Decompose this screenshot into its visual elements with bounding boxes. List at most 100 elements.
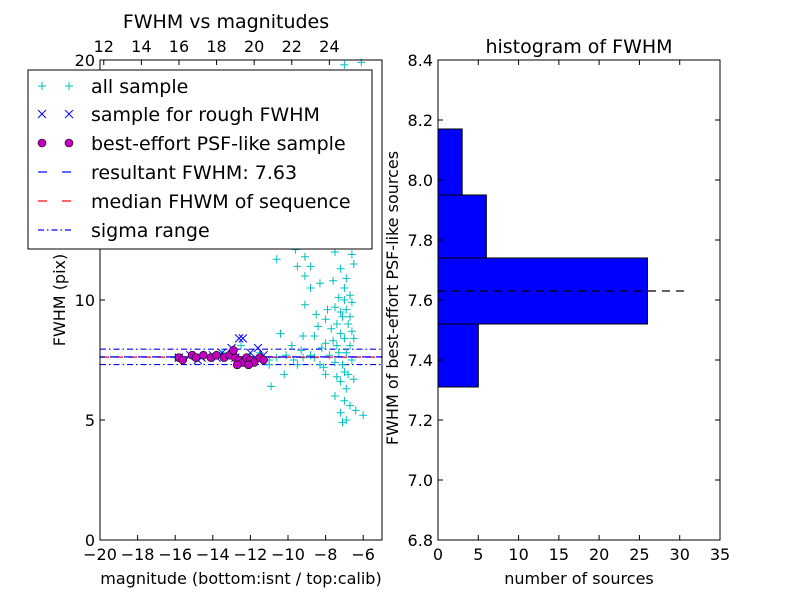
best-effort-point [232, 360, 242, 370]
x-tick-label: 5 [473, 545, 483, 564]
scatter-legend: all sample sample for rough FWHM best-ef… [27, 69, 373, 250]
all-sample-point [323, 305, 332, 314]
y-tick-label: 7.6 [408, 291, 433, 310]
histogram-bar [437, 323, 479, 388]
histogram-frame [437, 59, 721, 541]
all-sample-point [332, 320, 341, 328]
all-sample-point [334, 348, 343, 357]
best-effort-point [191, 353, 201, 362]
legend-label: all sample [91, 76, 188, 98]
y-tick-label: 7.2 [408, 411, 433, 430]
x-tick-label: 20 [589, 545, 609, 564]
all-sample-point [299, 332, 308, 340]
all-sample-point [331, 392, 339, 400]
scatter-title: FWHM vs magnitudes [123, 11, 329, 33]
all-sample-point [336, 308, 345, 316]
all-sample-point [327, 324, 336, 333]
all-sample-point [280, 370, 289, 379]
all-sample-point [276, 329, 285, 338]
histogram-ylabel: FWHM of best-effort PSF-like sources [383, 151, 402, 445]
all-sample-point [338, 418, 347, 427]
best-effort-point [199, 350, 208, 360]
histogram-panel: 0 5 10 15 20 25 30 35 6.8 7.0 7.2 7.4 7.6 7.8 8.0 8.2 8.… [383, 36, 730, 588]
all-sample-point [315, 360, 324, 369]
scatter-panel: −20 −18 −16 −14 −12 −10 −8 −6 12 14 16 18 20 22 24 0 5 10… [27, 11, 383, 588]
x-tick-label: −16 [158, 545, 192, 564]
y-tick-label: 7.8 [408, 231, 433, 250]
all-sample-point [336, 377, 345, 386]
all-sample-point [329, 336, 338, 345]
all-sample-point [344, 370, 353, 379]
legend-label: median FHWM of sequence [91, 191, 351, 213]
x-tick-label: 0 [433, 545, 443, 564]
all-sample-point [340, 284, 349, 292]
all-sample-point [306, 262, 315, 271]
all-sample-point [297, 346, 306, 355]
all-sample-point [336, 329, 345, 338]
all-sample-point [332, 341, 341, 350]
histogram-title: histogram of FWHM [485, 36, 672, 58]
all-sample-point [267, 382, 276, 391]
all-sample-point [346, 401, 355, 410]
y-tick-label: 7.0 [408, 471, 433, 490]
histogram-bar [437, 128, 463, 196]
all-sample-point [300, 272, 309, 280]
histogram-bar [437, 194, 487, 259]
x-tick-label: −10 [271, 545, 305, 564]
all-sample-point [306, 351, 315, 360]
all-sample-point [317, 344, 326, 352]
all-sample-point [282, 351, 291, 360]
all-sample-point [306, 284, 315, 292]
legend-label: sigma range [91, 220, 210, 242]
top-tick-label: 20 [244, 37, 264, 56]
all-sample-point [310, 332, 319, 340]
legend-entry-resultant: resultant FWHM: 7.63 [38, 162, 297, 184]
y-tick-label: 5 [85, 411, 95, 430]
histogram-xlabel: number of sources [504, 569, 654, 588]
all-sample-point [340, 60, 349, 69]
x-tick-label: 15 [549, 545, 569, 564]
all-sample-point [342, 348, 351, 357]
x-tick-label: −18 [121, 545, 155, 564]
top-tick-label: 16 [169, 37, 189, 56]
all-sample-point [340, 334, 349, 343]
all-sample-point [351, 406, 360, 415]
y-tick-label: 6.8 [408, 531, 433, 550]
all-sample-point [300, 300, 309, 309]
x-tick-label: −12 [234, 545, 268, 564]
all-sample-point [272, 255, 281, 264]
y-tick-label: 8.0 [408, 171, 433, 190]
x-tick-label: 30 [670, 545, 690, 564]
all-sample-point [340, 396, 349, 405]
legend-entry-median: median FHWM of sequence [38, 191, 351, 213]
x-tick-label: −20 [83, 545, 117, 564]
best-effort-point [229, 346, 238, 355]
all-sample-point [321, 370, 330, 379]
all-sample-point [338, 312, 347, 321]
legend-entry-rough-sample: sample for rough FWHM [37, 104, 320, 126]
all-sample-point [331, 303, 339, 312]
legend-label: sample for rough FWHM [91, 104, 320, 126]
best-effort-point [212, 350, 221, 360]
legend-entry-all-sample: all sample [38, 76, 188, 98]
all-sample-point [342, 305, 351, 314]
legend-circle-marker [37, 138, 47, 148]
all-sample-point [329, 276, 338, 285]
top-tick-label: 22 [282, 37, 302, 56]
best-effort-point [259, 355, 268, 365]
all-sample-point [344, 320, 353, 328]
y-tick-label: 8.4 [408, 51, 433, 70]
histogram-ticks: 0 5 10 15 20 25 30 35 6.8 7.0 7.2 7.4 7.6 7.8 8.0 8.2 8.… [408, 51, 731, 564]
all-sample-point [332, 372, 341, 381]
legend-box [27, 69, 373, 250]
all-sample-point [325, 351, 334, 360]
x-tick-label: −6 [351, 545, 375, 564]
top-tick-label: 24 [319, 37, 339, 56]
top-tick-label: 14 [131, 37, 151, 56]
best-effort-points [174, 346, 268, 370]
scatter-ylabel: FWHM (pix) [50, 254, 69, 347]
all-sample-point [338, 360, 347, 369]
legend-circle-marker [64, 138, 74, 148]
all-sample-point [237, 341, 245, 350]
